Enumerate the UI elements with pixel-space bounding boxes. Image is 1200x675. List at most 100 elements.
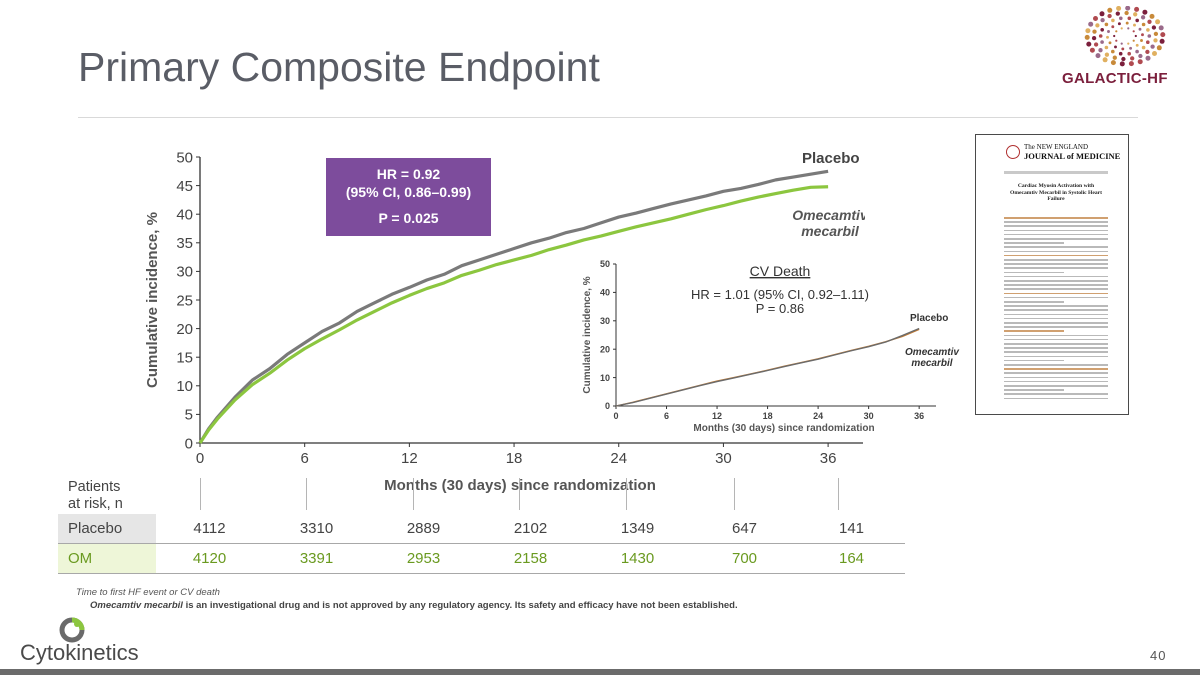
x-tick-label: 24 bbox=[610, 450, 627, 467]
x-tick-label: 6 bbox=[301, 450, 309, 467]
inset-background bbox=[614, 259, 944, 411]
logo-dot bbox=[1104, 52, 1110, 57]
y-tick-label: 45 bbox=[176, 178, 193, 195]
logo-dot bbox=[1138, 53, 1143, 59]
x-tick-label: 0 bbox=[613, 411, 618, 421]
article-text-line bbox=[1004, 393, 1108, 395]
y-tick-label: 40 bbox=[176, 206, 193, 223]
nejm-article-thumbnail[interactable]: The NEW ENGLAND JOURNAL of MEDICINE Card… bbox=[975, 134, 1129, 415]
y-tick-label: 50 bbox=[176, 149, 193, 166]
risk-cell: 3391 bbox=[263, 543, 370, 574]
logo-dot bbox=[1111, 49, 1115, 54]
y-tick-label: 25 bbox=[176, 292, 193, 309]
logo-dot bbox=[1112, 55, 1117, 60]
logo-dot bbox=[1120, 27, 1123, 30]
logo-dot bbox=[1107, 13, 1112, 19]
journal-name: The NEW ENGLAND JOURNAL of MEDICINE bbox=[1024, 143, 1120, 160]
logo-dot bbox=[1140, 39, 1143, 42]
logo-dot bbox=[1159, 38, 1165, 44]
galactic-hf-logo-text: GALACTIC-HF bbox=[1062, 70, 1168, 87]
logo-dot bbox=[1104, 45, 1109, 50]
article-text-line bbox=[1004, 233, 1108, 236]
article-text-line bbox=[1004, 317, 1108, 320]
risk-label-line2: at risk, n bbox=[68, 496, 123, 512]
article-text-line bbox=[1004, 254, 1108, 257]
page-number: 40 bbox=[1150, 648, 1167, 663]
article-text-line bbox=[1004, 372, 1108, 374]
journal-name-line2: JOURNAL of MEDICINE bbox=[1024, 150, 1121, 161]
article-text-line bbox=[1004, 334, 1108, 337]
company-name: Cytokinetics bbox=[20, 640, 139, 665]
risk-row-placebo: Placebo 4112 3310 2889 2102 1349 647 141 bbox=[58, 514, 905, 544]
article-text-line bbox=[1004, 284, 1108, 286]
hazard-ratio-box: HR = 0.92 (95% CI, 0.86–0.99) P = 0.025 bbox=[326, 158, 491, 236]
risk-row-label: OM bbox=[58, 543, 156, 574]
logo-dot bbox=[1141, 22, 1146, 27]
logo-dot bbox=[1151, 25, 1157, 30]
logo-dot bbox=[1113, 34, 1116, 38]
logo-dot bbox=[1146, 40, 1150, 44]
logo-dot bbox=[1116, 6, 1122, 11]
risk-cell: 141 bbox=[798, 514, 905, 544]
y-axis-label: Cumulative incidence, % bbox=[582, 276, 593, 393]
journal-header-bar bbox=[1004, 171, 1108, 174]
y-tick-label: 0 bbox=[185, 435, 193, 452]
cytokinetics-logo-icon bbox=[59, 617, 85, 643]
logo-dot bbox=[1107, 30, 1110, 33]
logo-dot bbox=[1140, 15, 1146, 20]
x-axis-label: Months (30 days) since randomization bbox=[384, 477, 656, 494]
article-text-line bbox=[1004, 330, 1064, 332]
article-text-line bbox=[1004, 355, 1108, 358]
article-text-line bbox=[1004, 309, 1108, 311]
logo-dot bbox=[1102, 57, 1108, 63]
risk-row-om: OM 4120 3391 2953 2158 1430 700 164 bbox=[58, 543, 905, 574]
article-text-line bbox=[1004, 296, 1108, 299]
logo-dot bbox=[1133, 23, 1136, 27]
inset-chart-cv-death: 0 10 20 30 40 50 0 6 12 18 24 30 36 Months (30 days) … bbox=[582, 259, 960, 433]
article-text-line bbox=[1004, 313, 1108, 316]
logo-dot bbox=[1107, 7, 1113, 13]
inset-hr: HR = 1.01 (95% CI, 0.92–1.11) bbox=[691, 287, 869, 302]
article-text-line bbox=[1004, 267, 1108, 269]
article-text-line bbox=[1004, 326, 1108, 328]
risk-cell: 3310 bbox=[263, 514, 370, 544]
logo-dot bbox=[1100, 28, 1104, 32]
hr-ci: (95% CI, 0.86–0.99) bbox=[345, 184, 472, 200]
article-text-line bbox=[1004, 397, 1108, 400]
page-title: Primary Composite Endpoint bbox=[78, 44, 600, 90]
logo-dot bbox=[1120, 42, 1123, 45]
galactic-hf-logo-icon bbox=[1084, 6, 1166, 67]
logo-dot bbox=[1104, 22, 1109, 27]
y-tick-label: 15 bbox=[176, 349, 193, 366]
article-text-line bbox=[1004, 217, 1108, 219]
x-axis-label: Months (30 days) since randomization bbox=[693, 423, 874, 433]
footer-bar bbox=[0, 669, 1200, 675]
logo-dot bbox=[1147, 34, 1152, 38]
nejm-seal-icon bbox=[1006, 145, 1020, 159]
logo-dot bbox=[1138, 27, 1142, 31]
logo-dot bbox=[1127, 16, 1132, 21]
article-text-line bbox=[1004, 338, 1108, 341]
inset-title: CV Death bbox=[750, 263, 811, 279]
risk-cell: 2102 bbox=[477, 514, 584, 544]
article-text-line bbox=[1004, 351, 1108, 353]
article-text-line bbox=[1004, 288, 1108, 290]
article-text-line bbox=[1004, 280, 1108, 282]
logo-dot bbox=[1085, 28, 1091, 34]
series-label-placebo: Placebo bbox=[802, 150, 860, 167]
x-tick-label: 30 bbox=[864, 411, 874, 421]
article-text-line bbox=[1004, 250, 1108, 253]
risk-cell: 700 bbox=[691, 543, 798, 574]
x-tick-label: 0 bbox=[196, 450, 204, 467]
logo-dot bbox=[1111, 18, 1115, 23]
logo-dot bbox=[1110, 60, 1116, 66]
logo-dot bbox=[1132, 30, 1135, 33]
article-text-line bbox=[1004, 221, 1108, 223]
article-text-line bbox=[1004, 343, 1108, 345]
x-tick-label: 30 bbox=[715, 450, 732, 467]
risk-table-label: Patients at risk, n bbox=[68, 479, 123, 513]
hr-value: HR = 0.92 bbox=[376, 166, 441, 182]
logo-dot bbox=[1145, 55, 1151, 61]
x-tick-label: 36 bbox=[914, 411, 924, 421]
logo-dot bbox=[1135, 18, 1139, 23]
